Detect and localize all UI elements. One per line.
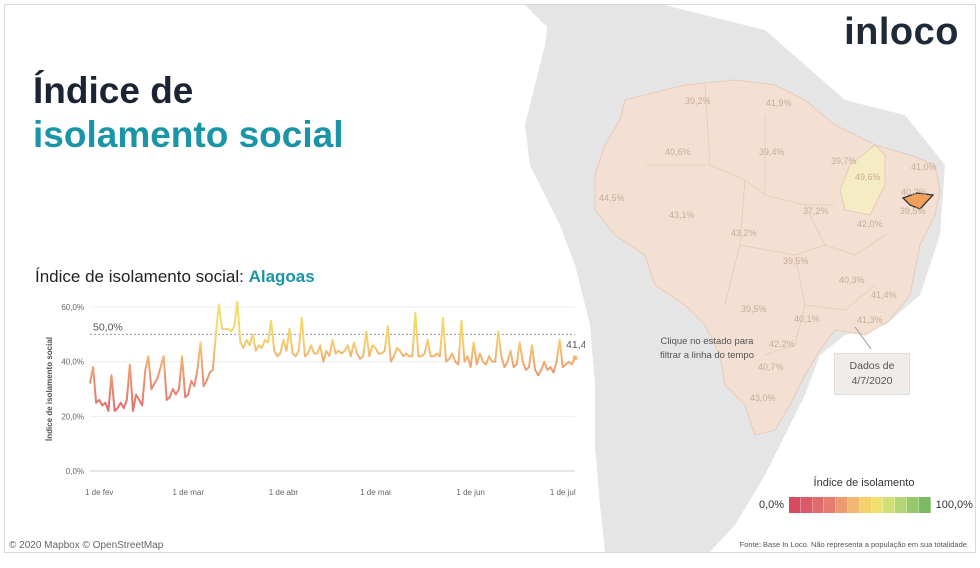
map-value-label: 40,2%: [901, 187, 927, 197]
legend-swatch: [918, 497, 931, 513]
chart-heading-state: Alagoas: [248, 267, 315, 286]
map-credits[interactable]: © 2020 Mapbox © OpenStreetMap: [9, 540, 164, 551]
map[interactable]: 39,2% 41,9% 40,6% 39,4% 39,7% 41,0% 49,6…: [5, 5, 975, 552]
y-tick-label: 20,0%: [61, 412, 84, 421]
map-value-label: 43,0%: [750, 393, 776, 403]
map-value-label: 39,4%: [759, 147, 785, 157]
legend-swatch: [824, 497, 837, 513]
map-date-label: Dados de 4/7/2020: [834, 353, 910, 395]
chart-heading: Índice de isolamento social: Alagoas: [35, 267, 315, 287]
title-line-2: isolamento social: [33, 114, 344, 155]
map-value-label: 49,6%: [855, 172, 881, 182]
map-value-label: 41,0%: [911, 162, 937, 172]
legend-swatch: [883, 497, 896, 513]
map-value-label: 42,2%: [769, 339, 795, 349]
map-value-label: 37,2%: [803, 206, 829, 216]
title-line-1: Índice de: [33, 70, 194, 111]
legend-min-label: 0,0%: [759, 499, 785, 511]
map-value-label: 41,4%: [871, 290, 897, 300]
map-value-label: 41,9%: [766, 98, 792, 108]
map-value-label: 41,3%: [857, 315, 883, 325]
map-filter-hint: Clique no estado para filtrar a linha do…: [660, 336, 754, 361]
last-value-label: 41,4%: [566, 339, 585, 351]
map-value-label: 43,1%: [669, 210, 695, 220]
map-value-label: 40,6%: [665, 147, 691, 157]
map-value-label: 39,5%: [783, 256, 809, 266]
dashboard-frame: 39,2% 41,9% 40,6% 39,4% 39,7% 41,0% 49,6…: [4, 4, 976, 553]
chart-heading-prefix: Índice de isolamento social:: [35, 267, 249, 286]
legend-swatch: [812, 497, 825, 513]
y-tick-label: 40,0%: [61, 358, 84, 367]
map-value-label: 39,5%: [741, 304, 767, 314]
legend-swatch: [859, 497, 872, 513]
inloco-logo: inloco: [844, 11, 959, 53]
legend-swatch: [789, 497, 801, 513]
map-value-label: 44,5%: [599, 193, 625, 203]
series-line: [89, 300, 576, 412]
x-tick-label: 1 de fev: [85, 488, 113, 497]
x-tick-label: 1 de jun: [456, 488, 484, 497]
x-tick-label: 1 de mai: [360, 488, 391, 497]
map-value-label: 39,2%: [685, 96, 711, 106]
x-tick-label: 1 de abr: [269, 488, 299, 497]
legend-swatch: [895, 497, 908, 513]
legend-swatch: [907, 497, 919, 513]
state-alagoas-highlight[interactable]: [901, 192, 935, 210]
legend-swatch: [836, 497, 849, 513]
x-tick-label: 1 de jul: [550, 488, 576, 497]
color-legend: Índice de isolamento 0,0% 100,0%: [759, 477, 973, 513]
isolation-line-chart[interactable]: 50,0% 41,4% 0,0% 20,0% 40,0% 60,0% 1 de fev 1…: [45, 297, 596, 507]
legend-swatch: [800, 497, 813, 513]
legend-scale: 0,0% 100,0%: [759, 497, 973, 513]
map-value-label: 39,5%: [900, 206, 926, 216]
reference-line-label: 50,0%: [93, 321, 123, 333]
map-value-label: 40,3%: [839, 275, 865, 285]
y-axis-label: Índice de isolamento social: [45, 337, 54, 441]
data-source-note: Fonte: Base In Loco. Não representa a po…: [739, 540, 969, 549]
y-tick-label: 60,0%: [61, 303, 84, 312]
map-value-label: 43,2%: [731, 228, 757, 238]
legend-title: Índice de isolamento: [813, 477, 915, 489]
page-title: Índice de isolamento social: [33, 69, 344, 157]
state-value-labels: 39,2% 41,9% 40,6% 39,4% 39,7% 41,0% 49,6…: [599, 96, 937, 403]
legend-swatch: [871, 497, 884, 513]
chart-svg: 50,0% 41,4% 0,0% 20,0% 40,0% 60,0% 1 de fev 1…: [45, 300, 596, 497]
legend-gradient-bar: [789, 497, 931, 513]
state-borders: [645, 84, 886, 356]
legend-swatch: [848, 497, 860, 513]
date-callout-line: [854, 326, 872, 350]
legend-max-label: 100,0%: [935, 499, 973, 511]
map-value-label: 42,0%: [857, 219, 883, 229]
x-tick-label: 1 de mar: [172, 488, 204, 497]
map-value-label: 39,7%: [831, 156, 857, 166]
state-highlight-yellow[interactable]: [839, 144, 886, 216]
map-value-label: 40,1%: [794, 314, 820, 324]
map-value-label: 40,7%: [758, 362, 784, 372]
y-tick-label: 0,0%: [66, 467, 84, 476]
caribbean-land: [525, 5, 605, 35]
